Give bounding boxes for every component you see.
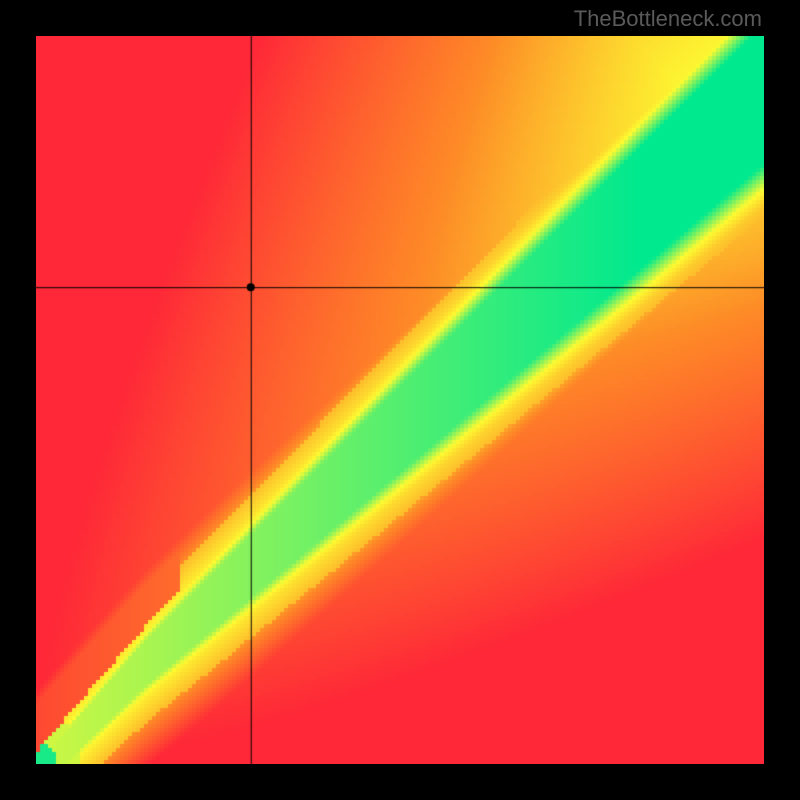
chart-container: TheBottleneck.com: [0, 0, 800, 800]
heatmap-canvas: [36, 36, 764, 764]
plot-area: [36, 36, 764, 764]
watermark-text: TheBottleneck.com: [574, 6, 762, 32]
